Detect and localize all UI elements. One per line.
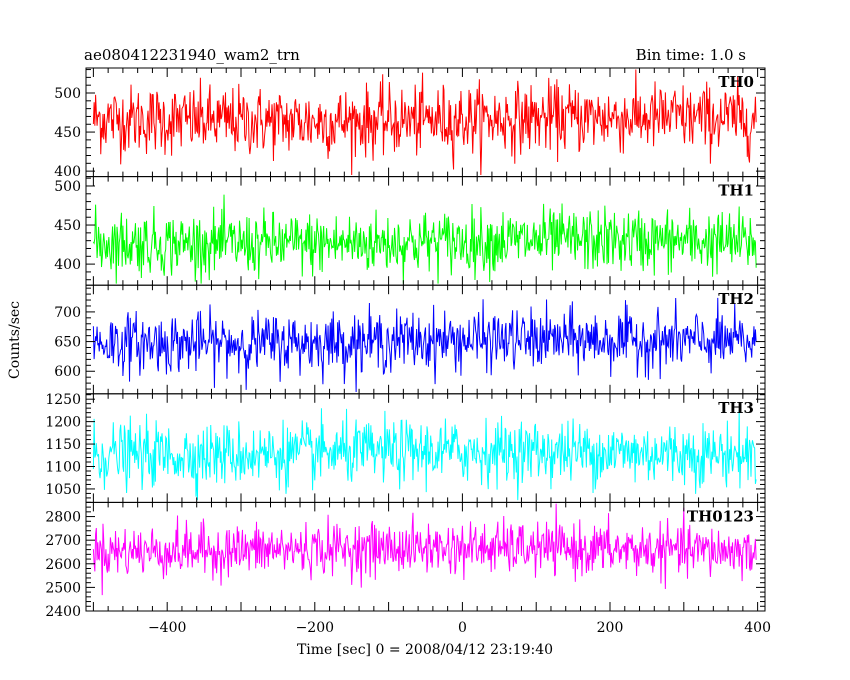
y-axis-label: Counts/sec — [7, 301, 23, 379]
panel-frame — [85, 501, 766, 612]
panel-name: TH2 — [718, 290, 754, 308]
series-line-th1 — [92, 194, 757, 284]
y-tick-label: 650 — [54, 335, 81, 351]
y-tick-label: 500 — [54, 86, 81, 102]
y-tick-label: 450 — [54, 218, 81, 234]
y-tick-label: 400 — [54, 257, 81, 273]
x-tick-label: 200 — [597, 620, 624, 636]
y-tick-label: 2400 — [45, 604, 81, 620]
y-tick-label: 1100 — [45, 459, 81, 475]
panel-name: TH0123 — [687, 507, 754, 525]
panel-th3: 1050 1100 1150 1200 1250 TH3 — [45, 392, 766, 503]
x-axis: −400 −200 0 200 400 — [148, 620, 771, 636]
series-line-th3 — [92, 408, 757, 501]
y-tick-label: 1250 — [45, 392, 81, 408]
panels: 400 450 500 TH0 400 450 500 TH1 600 650 700 TH2 1050… — [45, 67, 766, 620]
y-tick-label: 2500 — [45, 580, 81, 596]
x-tick-label: −400 — [148, 620, 186, 636]
panel-name: TH0 — [718, 73, 754, 91]
y-tick-label: 1150 — [45, 437, 81, 453]
x-tick-label: −200 — [296, 620, 334, 636]
chart-title: ae080412231940_wam2_trn — [84, 46, 300, 64]
panel-name: TH1 — [718, 182, 754, 200]
y-tick-label: 2700 — [45, 533, 81, 549]
y-tick-label: 2600 — [45, 557, 81, 573]
x-tick-label: 0 — [458, 620, 467, 636]
bin-time-label: Bin time: 1.0 s — [636, 46, 746, 64]
y-tick-label: 1200 — [45, 415, 81, 431]
y-tick-label: 700 — [54, 305, 81, 321]
y-tick-label: 450 — [54, 125, 81, 141]
panel-th0123: 2400 2500 2600 2700 2800 TH0123 — [45, 501, 766, 620]
panel-name: TH3 — [718, 399, 754, 417]
y-tick-label: 600 — [54, 364, 81, 380]
series-line-th0123 — [92, 503, 757, 596]
series-line-th2 — [92, 297, 757, 393]
y-tick-label: 400 — [54, 164, 81, 180]
x-axis-label: Time [sec] 0 = 2008/04/12 23:19:40 — [297, 642, 553, 658]
y-tick-label: 2800 — [45, 510, 81, 526]
x-tick-label: 400 — [744, 620, 771, 636]
panel-th1: 400 450 500 TH1 — [54, 176, 766, 286]
panel-frame — [85, 67, 766, 178]
series-line-th0 — [92, 69, 757, 176]
y-tick-label: 1050 — [45, 482, 81, 498]
panel-th2: 600 650 700 TH2 — [54, 284, 766, 395]
panel-th0: 400 450 500 TH0 — [54, 67, 766, 180]
y-tick-label: 500 — [54, 179, 81, 195]
